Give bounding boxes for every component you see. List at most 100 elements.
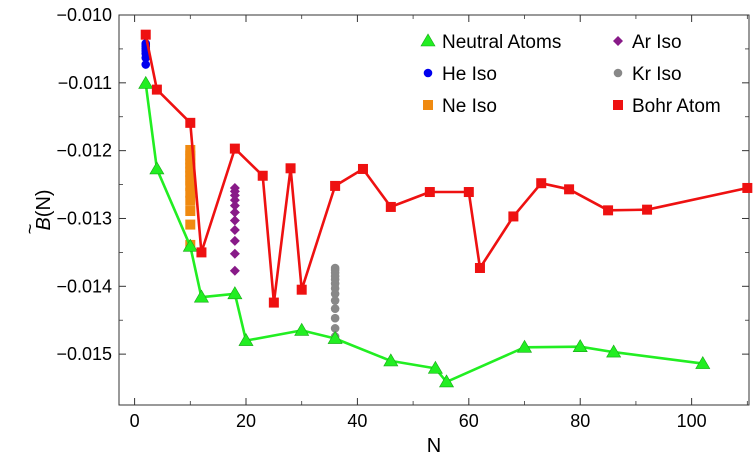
data-point-bohr-atom — [196, 247, 207, 258]
data-point-bohr-atom — [642, 204, 653, 215]
series-bohr-atom — [140, 29, 753, 308]
y-tick-label: −0.015 — [56, 344, 112, 364]
data-point-bohr-atom — [140, 29, 151, 40]
data-point-kr-iso — [330, 313, 340, 323]
y-axis-label-arg: (N) — [33, 189, 55, 217]
data-point-neutral-atoms — [516, 339, 533, 353]
data-point-bohr-atom — [357, 163, 368, 174]
x-axis-label: N — [427, 435, 441, 457]
data-point-ne-iso — [185, 187, 196, 198]
data-point-kr-iso — [330, 296, 340, 305]
series-kr-iso — [330, 263, 340, 341]
data-point-he-iso — [141, 60, 151, 69]
data-point-bohr-atom — [742, 182, 753, 193]
y-tick-label: −0.012 — [56, 141, 112, 161]
x-tick-label: 0 — [130, 411, 140, 431]
data-point-ar-iso — [229, 207, 240, 218]
series-ne-iso — [185, 144, 196, 250]
data-point-ne-iso — [185, 195, 196, 206]
data-point-ne-iso — [185, 150, 196, 161]
legend-entry-ne-iso: Ne Iso — [423, 96, 497, 117]
data-point-neutral-atoms — [227, 286, 243, 300]
data-point-bohr-atom — [330, 180, 341, 191]
data-point-bohr-atom — [564, 184, 575, 195]
data-point-neutral-atoms — [695, 356, 711, 369]
data-point-neutral-atoms — [383, 353, 399, 367]
data-point-ar-iso — [229, 215, 240, 226]
y-tick-label: −0.010 — [56, 5, 112, 25]
legend-marker-kr-iso — [613, 68, 623, 78]
y-tick-label: −0.013 — [56, 208, 112, 228]
data-point-neutral-atoms — [606, 344, 622, 358]
legend-entry-neutral-atoms: Neutral Atoms — [420, 32, 561, 53]
data-point-ne-iso — [185, 144, 196, 155]
y-tick-label: −0.011 — [58, 73, 112, 93]
legend-label: Bohr Atom — [632, 96, 721, 117]
x-tick-label: 20 — [236, 411, 256, 431]
legend-marker-ne-iso — [423, 100, 433, 110]
data-point-bohr-atom — [536, 178, 547, 189]
data-point-ar-iso — [229, 265, 240, 276]
data-point-bohr-atom — [257, 170, 268, 181]
data-point-bohr-atom — [285, 163, 296, 174]
legend-marker-neutral-atoms — [420, 33, 436, 47]
legend-marker-bohr-atom — [613, 100, 623, 110]
data-point-ar-iso — [229, 200, 240, 211]
series-neutral-atoms — [138, 75, 711, 388]
legend-label: Ne Iso — [442, 96, 497, 117]
x-tick-label: 60 — [459, 411, 479, 431]
x-tick-label: 100 — [677, 411, 707, 431]
data-point-bohr-atom — [474, 262, 485, 273]
data-point-neutral-atoms — [149, 161, 165, 175]
data-point-bohr-atom — [268, 297, 279, 308]
data-point-neutral-atoms — [327, 330, 343, 344]
series-line-neutral-atoms — [144, 83, 703, 384]
data-point-bohr-atom — [185, 117, 196, 128]
data-point-neutral-atoms — [439, 374, 455, 388]
data-point-kr-iso — [330, 304, 340, 313]
series-ar-iso — [229, 182, 240, 300]
legend-label: He Iso — [442, 64, 497, 85]
legend-entry-bohr-atom: Bohr Atom — [613, 96, 721, 117]
data-point-neutral-atoms — [138, 75, 154, 89]
legend-label: Ar Iso — [632, 32, 682, 53]
y-tick-label: −0.014 — [56, 276, 112, 296]
axis-ticks: 0 20 40 60 80 100 −0.010 −0.011 −0.012 −0.013 −0.0… — [56, 5, 749, 431]
y-axis-label: B(N) ~ — [20, 189, 55, 234]
x-tick-label: 80 — [570, 411, 590, 431]
data-point-bohr-atom — [508, 211, 519, 222]
data-point-kr-iso — [330, 324, 340, 333]
x-tick-label: 40 — [347, 411, 367, 431]
data-point-neutral-atoms — [427, 360, 443, 374]
data-point-ar-iso — [229, 235, 240, 246]
y-axis-label-main: B — [33, 217, 55, 230]
data-point-bohr-atom — [603, 205, 614, 216]
data-point-ar-iso — [229, 182, 240, 193]
data-point-bohr-atom — [424, 187, 435, 198]
data-point-bohr-atom — [151, 84, 162, 95]
data-point-ne-iso — [185, 180, 196, 191]
series-layer — [138, 29, 753, 388]
data-point-ne-iso — [185, 219, 196, 230]
data-point-ar-iso — [229, 225, 240, 236]
legend-marker-he-iso — [423, 68, 433, 78]
legend-entry-ar-iso: Ar Iso — [613, 32, 682, 53]
svg-text:B(N): B(N) — [33, 189, 55, 230]
data-point-bohr-atom — [463, 187, 474, 198]
data-point-bohr-atom — [229, 143, 240, 154]
data-point-neutral-atoms — [294, 322, 310, 336]
legend-entry-he-iso: He Iso — [423, 64, 497, 85]
data-point-kr-iso — [330, 263, 340, 273]
legend-label: Kr Iso — [632, 64, 682, 85]
legend-entry-kr-iso: Kr Iso — [613, 64, 682, 85]
data-point-ne-iso — [185, 206, 196, 217]
plot-frame — [118, 14, 750, 406]
y-axis-label-accent: ~ — [20, 224, 40, 235]
data-point-ar-iso — [229, 248, 240, 259]
legend-marker-ar-iso — [613, 36, 623, 46]
data-point-bohr-atom — [296, 284, 307, 295]
legend-label: Neutral Atoms — [442, 32, 561, 53]
data-point-neutral-atoms — [238, 332, 254, 346]
data-point-bohr-atom — [385, 201, 396, 212]
